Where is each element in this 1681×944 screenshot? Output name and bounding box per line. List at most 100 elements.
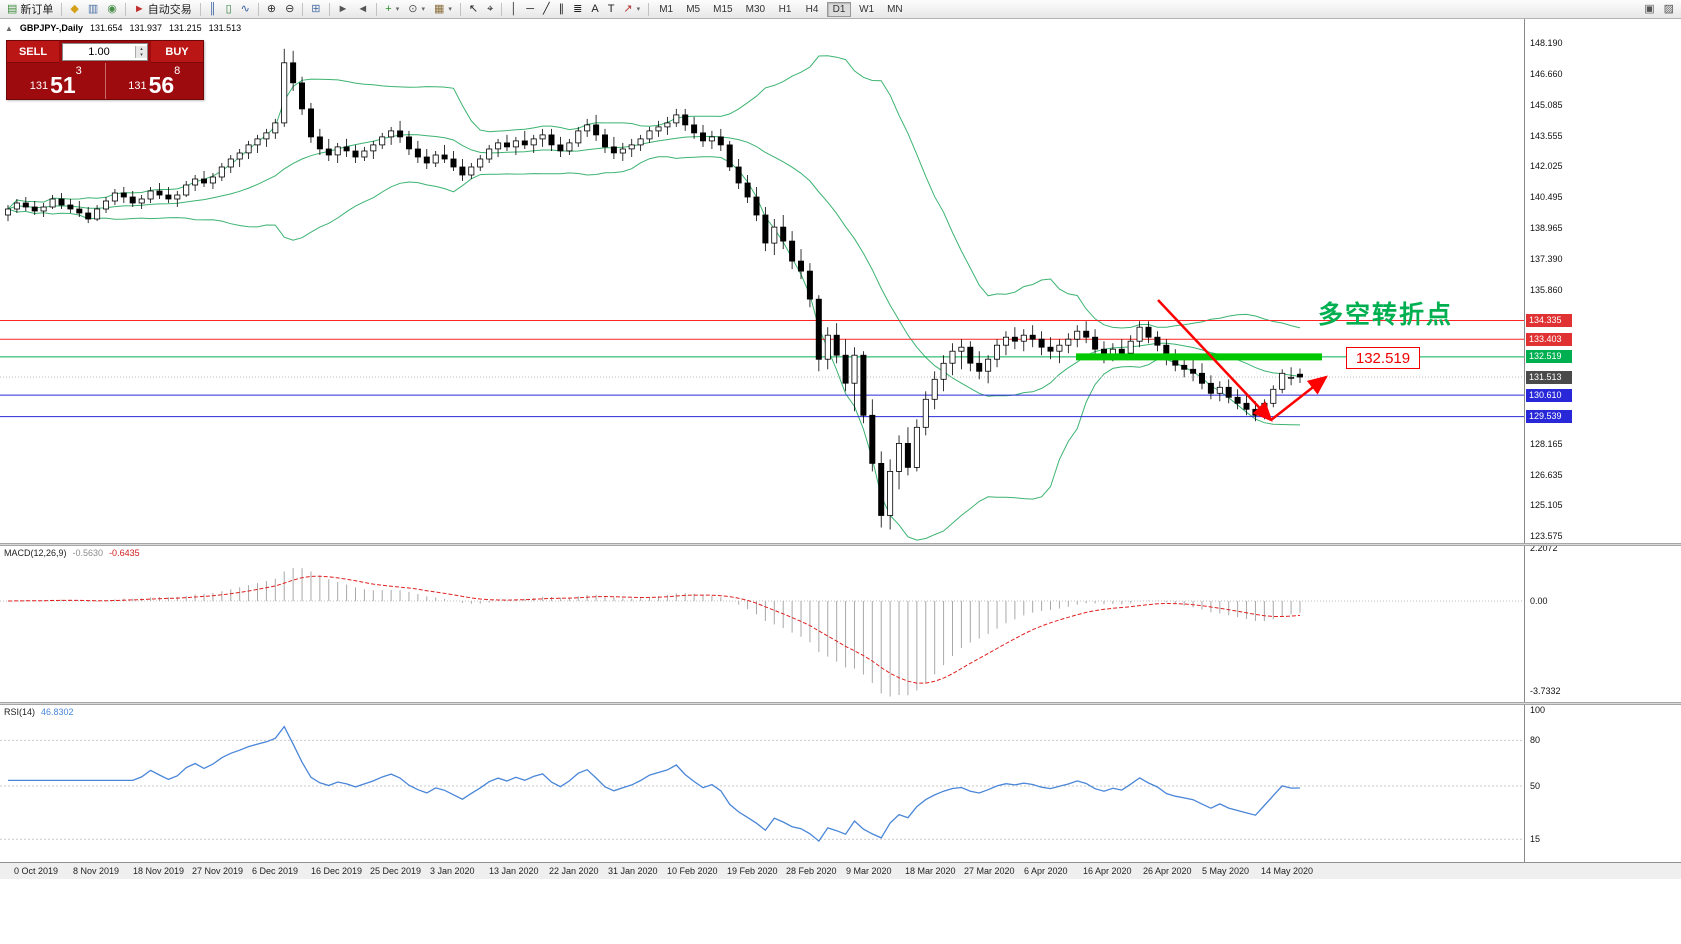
rsi-axis-label: 80: [1530, 735, 1541, 745]
vertical-line-button[interactable]: │: [506, 1, 521, 17]
new-order-button-label: 新订单: [20, 4, 54, 16]
chart-shift-icon-glyph: ◄: [357, 3, 369, 15]
buy-price[interactable]: 131 56 8: [104, 63, 204, 99]
zoom-out-icon[interactable]: ⊖: [281, 1, 298, 17]
price-axis[interactable]: 148.190 146.660 145.085 143.555 142.025 140.4…: [1524, 19, 1681, 862]
channel-button[interactable]: ∥: [555, 1, 569, 17]
toolbar-separator: [459, 2, 461, 16]
sell-price-sup: 3: [75, 65, 82, 77]
volume-spinner[interactable]: ▴ ▾: [135, 46, 147, 58]
autotrading-button[interactable]: ► 自动交易: [130, 1, 196, 17]
sell-price[interactable]: 131 51 3: [7, 63, 105, 99]
price-axis-label: 126.635: [1530, 470, 1563, 480]
rsi-panel[interactable]: RSI(14) 46.8302: [0, 705, 1524, 862]
macd-label: MACD(12,26,9) -0.5630 -0.6435: [4, 548, 140, 558]
date-axis-label: 6 Apr 2020: [1024, 866, 1068, 876]
timeframe-mn-button[interactable]: MN: [887, 3, 903, 15]
volume-value[interactable]: 1.00: [88, 46, 110, 58]
date-axis[interactable]: 0 Oct 2019 8 Nov 2019 18 Nov 2019 27 Nov 20…: [0, 862, 1681, 879]
timeframe-m15-button[interactable]: M15: [713, 3, 733, 15]
toolbar-separator: [648, 2, 650, 16]
print-preview-icon[interactable]: ◉: [103, 1, 121, 17]
date-axis-label: 31 Jan 2020: [608, 866, 658, 876]
price-axis-label: 128.165: [1530, 439, 1563, 449]
timeframe-w1-button[interactable]: W1: [859, 3, 875, 15]
volume-input[interactable]: 1.00 ▴ ▾: [62, 43, 148, 61]
buy-price-sup: 8: [174, 65, 181, 77]
macd-histogram: [16, 568, 1301, 697]
docking-icon[interactable]: ▣: [1640, 1, 1658, 17]
cursor-glyph: ↖: [468, 3, 479, 15]
date-axis-label: 16 Apr 2020: [1083, 866, 1132, 876]
macd-svg: [0, 568, 1524, 697]
date-axis-label: 9 Mar 2020: [846, 866, 892, 876]
timeframe-m5-button[interactable]: M5: [686, 3, 701, 15]
candlestick-chart-icon-glyph: ▯: [225, 3, 232, 15]
arrows-glyph: ↗: [623, 3, 633, 15]
vertical-line-glyph: │: [510, 3, 518, 15]
macd-panel[interactable]: MACD(12,26,9) -0.5630 -0.6435: [0, 546, 1524, 702]
price-axis-label: 137.390: [1530, 254, 1563, 264]
spinner-up-icon[interactable]: ▴: [136, 46, 147, 52]
price-axis-label: 138.965: [1530, 223, 1563, 233]
popup-window-icon[interactable]: ▨: [1660, 1, 1678, 17]
timeframe-h4-button[interactable]: H4: [805, 3, 819, 15]
new-order-button[interactable]: ▤ 新订单: [3, 1, 57, 17]
bollinger-bands: [7, 55, 1301, 541]
sell-button[interactable]: SELL: [7, 41, 59, 63]
timeframe-h1-button[interactable]: H1: [778, 3, 792, 15]
trend-arrow: [1157, 299, 1273, 422]
spinner-down-icon[interactable]: ▾: [136, 52, 147, 58]
toolbar-separator: [124, 2, 126, 16]
macd-value-main: -0.5630: [72, 548, 104, 558]
date-axis-label: 28 Feb 2020: [786, 866, 837, 876]
trendline-button[interactable]: ╱: [539, 1, 554, 17]
cursor-button[interactable]: ↖: [465, 1, 482, 17]
crosshair-button[interactable]: ⌖: [483, 1, 497, 17]
macd-signal-line: [7, 575, 1301, 684]
trend-arrow: [1270, 375, 1328, 421]
chart-area[interactable]: ▲ GBPJPY-,Daily 131.654 131.937 131.215 …: [0, 19, 1524, 543]
timeframe-m1-button[interactable]: M1: [659, 3, 674, 15]
auto-scroll-icon[interactable]: ►: [334, 1, 353, 17]
fibonacci-button[interactable]: ≣: [569, 1, 586, 17]
sell-price-prefix: 131: [29, 80, 49, 92]
timeframe-m30-button[interactable]: M30: [745, 3, 766, 15]
label-glyph: T: [607, 3, 615, 15]
ohlc-high: 131.937: [129, 23, 163, 33]
zoom-in-icon[interactable]: ⊕: [263, 1, 280, 17]
chart-shift-icon[interactable]: ◄: [353, 1, 372, 17]
horizontal-line-button[interactable]: ─: [522, 1, 538, 17]
templates-glyph: ▦: [433, 3, 445, 15]
collapse-arrow-icon[interactable]: ▲: [5, 23, 13, 33]
text-glyph: A: [591, 3, 599, 15]
date-axis-label: 18 Nov 2019: [133, 866, 185, 876]
candlestick-chart-icon[interactable]: ▯: [222, 1, 236, 17]
metaeditor-icon[interactable]: ◆: [66, 1, 82, 17]
periods-button[interactable]: ⊙ ▾: [404, 1, 429, 17]
tile-windows-icon[interactable]: ⊞: [307, 1, 324, 17]
arrows-button[interactable]: ↗ ▾: [619, 1, 644, 17]
level-price-label: 132.519: [1346, 347, 1420, 369]
price-axis-badge: 130.610: [1526, 389, 1572, 402]
date-axis-label: 0 Oct 2019: [14, 866, 59, 876]
bar-chart-icon[interactable]: ║: [205, 1, 221, 17]
macd-axis-label: 0.00: [1530, 596, 1548, 606]
timeframe-d1-button[interactable]: D1: [827, 1, 852, 17]
indicators-button[interactable]: + ▾: [381, 1, 403, 17]
tile-windows-icon-glyph: ⊞: [311, 3, 321, 15]
toolbar: ▤ 新订单 ◆ ▥ ◉ ► 自动交易 ║ ▯ ∿ ⊕ ⊖ ⊞ ► ◄ + ▾ ⊙ ▾ ▦ ▾ ↖ ⌖ │ ─ ╱ ∥ ≣ A T ↗ ▾ M1 M…: [0, 0, 1681, 19]
line-chart-icon[interactable]: ∿: [237, 1, 254, 17]
panel-separator[interactable]: [0, 702, 1681, 705]
macd-axis-label: 2.2072: [1530, 543, 1558, 553]
one-click-trade-widget: SELL 1.00 ▴ ▾ BUY 131 51 3 131: [6, 40, 204, 100]
main-chart-svg[interactable]: [0, 19, 1524, 543]
date-axis-label: 18 Mar 2020: [905, 866, 956, 876]
text-button[interactable]: A: [587, 1, 602, 17]
templates-button[interactable]: ▦ ▾: [430, 1, 456, 17]
buy-button[interactable]: BUY: [151, 41, 203, 63]
panel-separator[interactable]: [0, 543, 1681, 546]
symbol-title: GBPJPY-,Daily: [19, 23, 83, 33]
label-button[interactable]: T: [604, 1, 619, 17]
print-icon[interactable]: ▥: [84, 1, 102, 17]
